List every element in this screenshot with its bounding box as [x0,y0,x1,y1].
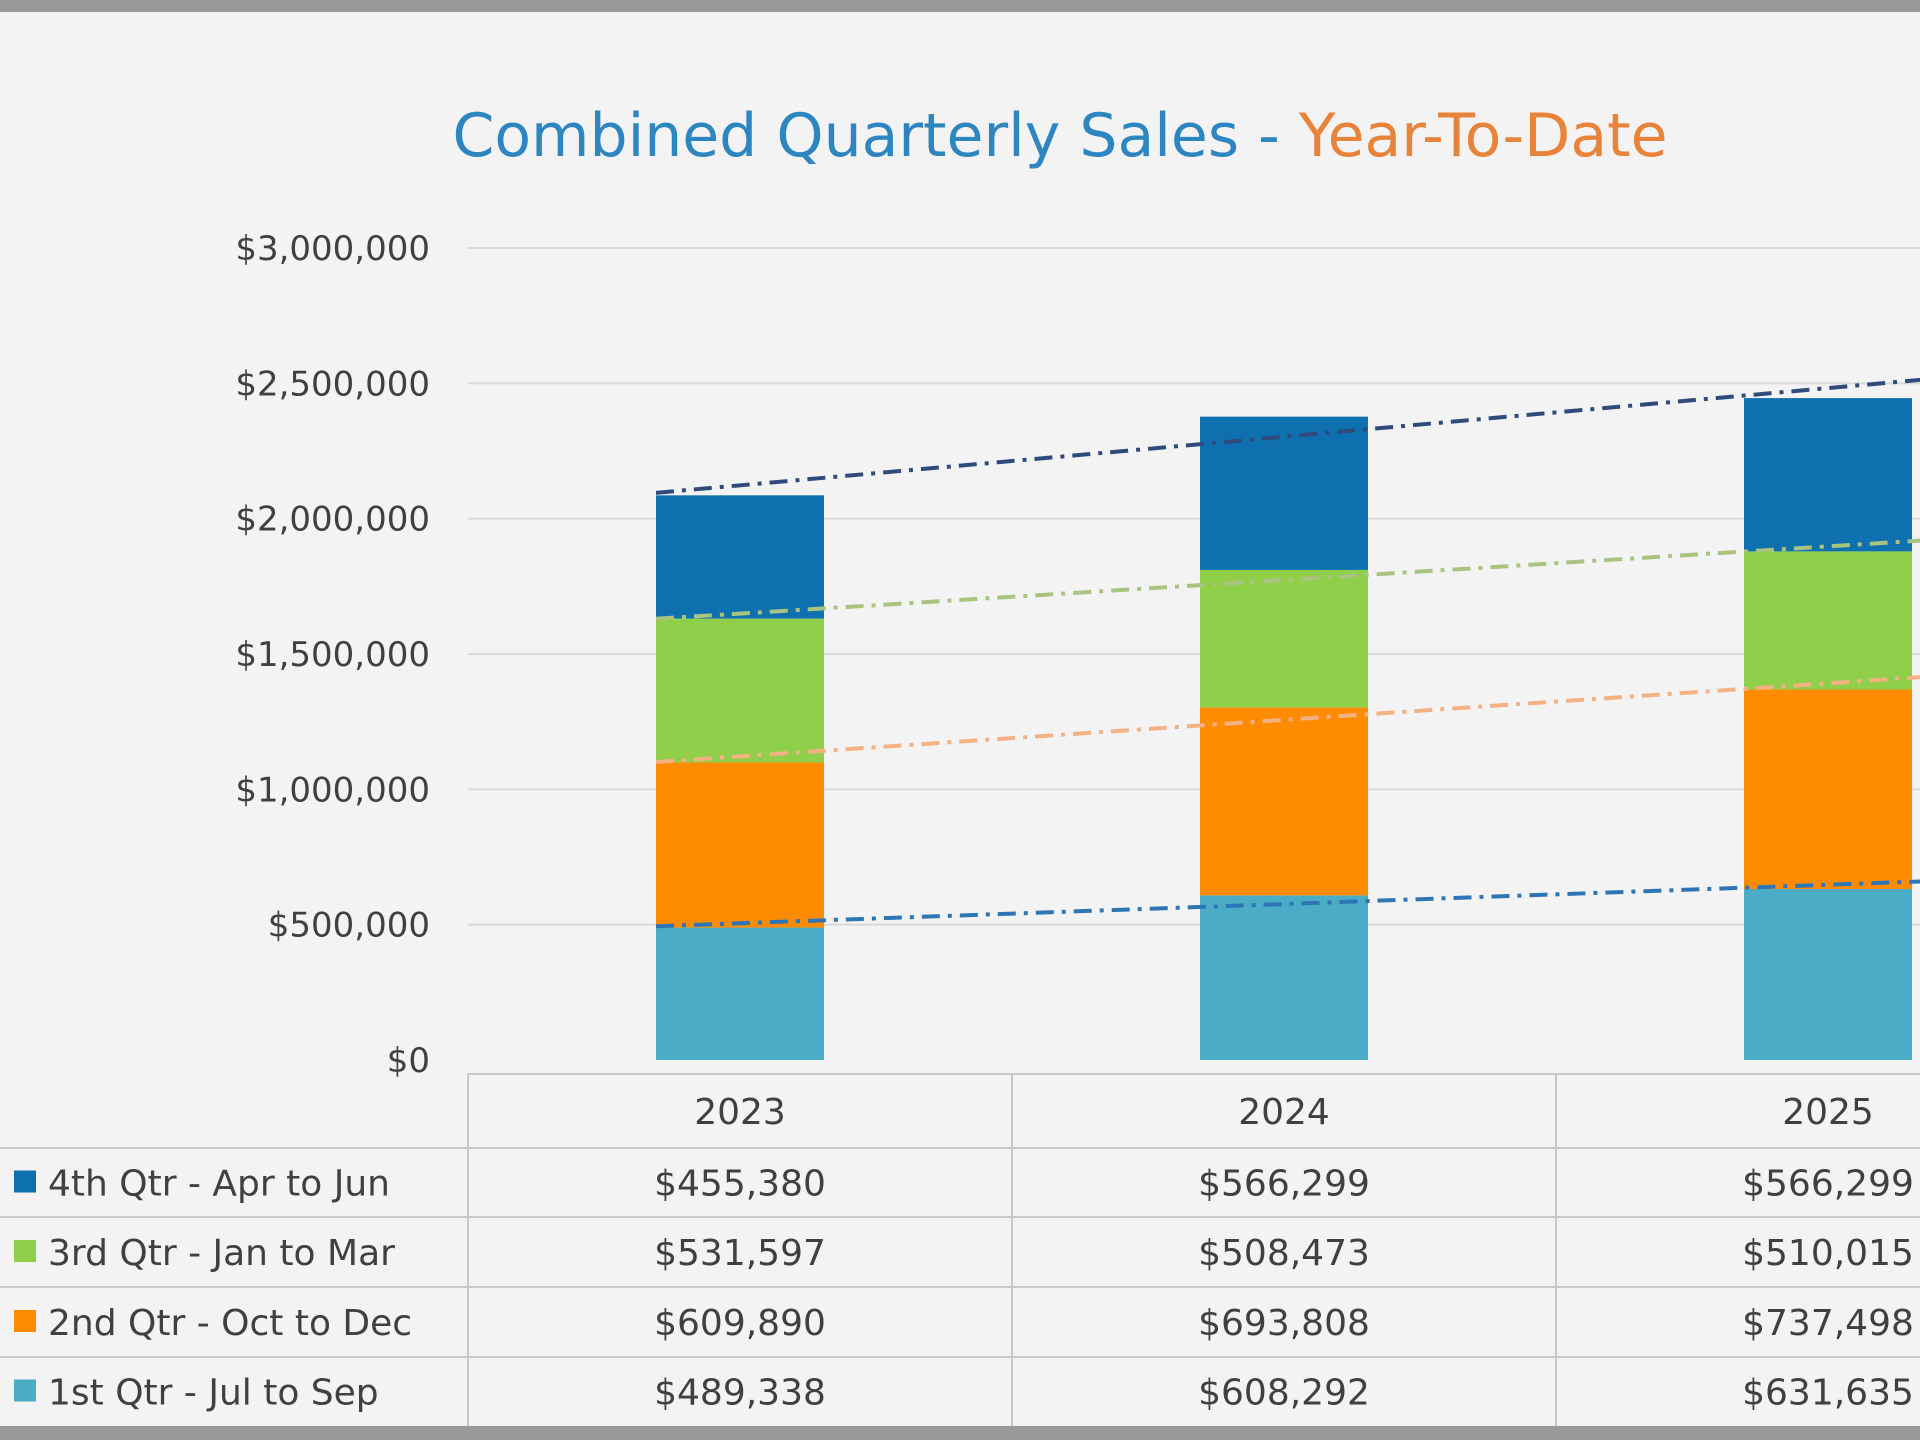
y-tick-label: $1,500,000 [235,635,430,675]
data-table: 2023 2024 2025 4th Qtr - Apr to Jun $455,380… [0,1073,1920,1426]
bars [656,398,1912,1060]
bar-segment [1200,707,1368,896]
data-table-cell: $531,597 [654,1233,826,1274]
data-table-cell: $455,380 [654,1164,826,1205]
data-table-cell: $566,299 [1742,1164,1914,1205]
bar-segment [656,495,824,619]
trendline [655,377,1920,495]
data-table-cell: $737,498 [1742,1303,1914,1344]
data-table-cell: $608,292 [1198,1373,1370,1414]
chart-title-separator: - [1239,101,1299,171]
legend-label: 3rd Qtr - Jan to Mar [48,1233,395,1274]
data-table-cell: $631,635 [1742,1373,1914,1414]
legend-swatch [14,1170,36,1193]
category-label: 2023 [694,1092,786,1133]
bar-segment [1744,889,1912,1060]
data-table-cell: $510,015 [1742,1233,1914,1274]
y-tick-label: $0 [387,1041,430,1081]
legend-label: 4th Qtr - Apr to Jun [48,1164,390,1205]
y-tick-label: $2,500,000 [235,364,430,404]
data-table-cell: $693,808 [1198,1303,1370,1344]
bar-segment [1200,895,1368,1060]
chart-title-accent: Year-To-Date [1298,101,1668,171]
chart-title-main: Combined Quarterly Sales [452,101,1239,171]
bar-segment [1744,689,1912,890]
bar-segment [656,927,824,1060]
trendlines [655,377,1920,929]
y-axis-ticks: $0 $500,000 $1,000,000 $1,500,000 $2,000,000… [235,229,430,1081]
bar-segment [1744,551,1912,690]
legend-label: 1st Qtr - Jul to Sep [48,1373,379,1414]
legend-swatch [14,1310,36,1332]
chart-frame: Combined Quarterly Sales - Year-To-Date … [0,12,1920,1426]
y-tick-label: $3,000,000 [235,229,430,269]
trendline [655,538,1920,621]
trendline [655,675,1920,764]
data-table-cell: $508,473 [1198,1233,1370,1274]
y-tick-label: $2,000,000 [235,500,430,540]
chart-title: Combined Quarterly Sales - Year-To-Date [452,101,1667,171]
legend-label: 2nd Qtr - Oct to Dec [48,1303,412,1344]
bar-segment [1200,416,1368,570]
legend-swatch [14,1240,36,1262]
bar-segment [656,762,824,928]
data-table-cell: $489,338 [654,1373,826,1414]
bar-segment [1744,398,1912,552]
trendline [655,879,1920,929]
category-label: 2025 [1782,1092,1874,1133]
legend-swatch [14,1379,36,1402]
y-tick-label: $500,000 [268,906,430,946]
bar-segment [656,618,824,763]
data-table-cell: $566,299 [1198,1164,1370,1205]
bar-segment [1200,569,1368,708]
data-table-cell: $609,890 [654,1303,826,1344]
y-tick-label: $1,000,000 [235,770,430,810]
category-label: 2024 [1238,1092,1330,1133]
chart: Combined Quarterly Sales - Year-To-Date … [0,101,1920,1426]
